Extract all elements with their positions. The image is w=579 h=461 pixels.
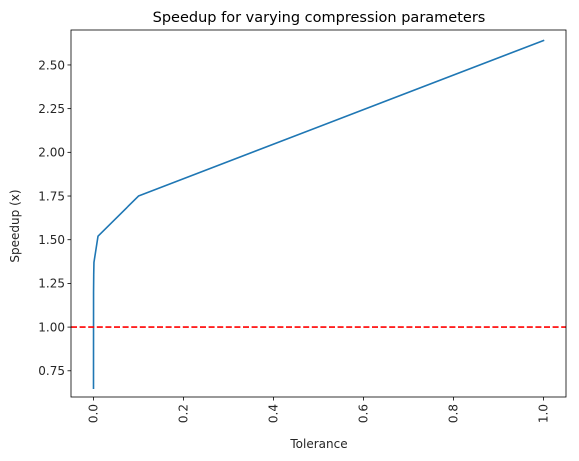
x-axis-label: Tolerance — [289, 437, 347, 451]
y-tick-label: 1.75 — [38, 189, 65, 203]
x-tick-label: 0.4 — [267, 404, 281, 423]
chart-title: Speedup for varying compression paramete… — [153, 10, 486, 26]
y-axis-label: Speedup (x) — [8, 189, 22, 262]
y-tick-label: 1.00 — [38, 320, 65, 334]
y-tick-label: 2.25 — [38, 102, 65, 116]
y-tick-label: 1.25 — [38, 277, 65, 291]
x-axis: 0.0 0.2 0.4 0.6 0.8 1.0 — [87, 397, 551, 423]
x-tick-label: 0.8 — [447, 404, 461, 423]
y-tick-label: 0.75 — [38, 364, 65, 378]
y-axis: 0.75 1.00 1.25 1.50 1.75 2.00 2.25 2.50 — [38, 58, 71, 378]
x-tick-label: 1.0 — [537, 404, 551, 423]
axes-frame — [70, 29, 567, 398]
y-tick-label: 1.50 — [38, 233, 65, 247]
x-tick-label: 0.0 — [87, 404, 101, 423]
series-line-0 — [92, 39, 545, 390]
x-tick-label: 0.6 — [357, 404, 371, 423]
plot-area — [70, 29, 567, 398]
y-tick-label: 2.50 — [38, 58, 65, 72]
y-tick-label: 2.00 — [38, 146, 65, 160]
x-tick-label: 0.2 — [177, 404, 191, 423]
